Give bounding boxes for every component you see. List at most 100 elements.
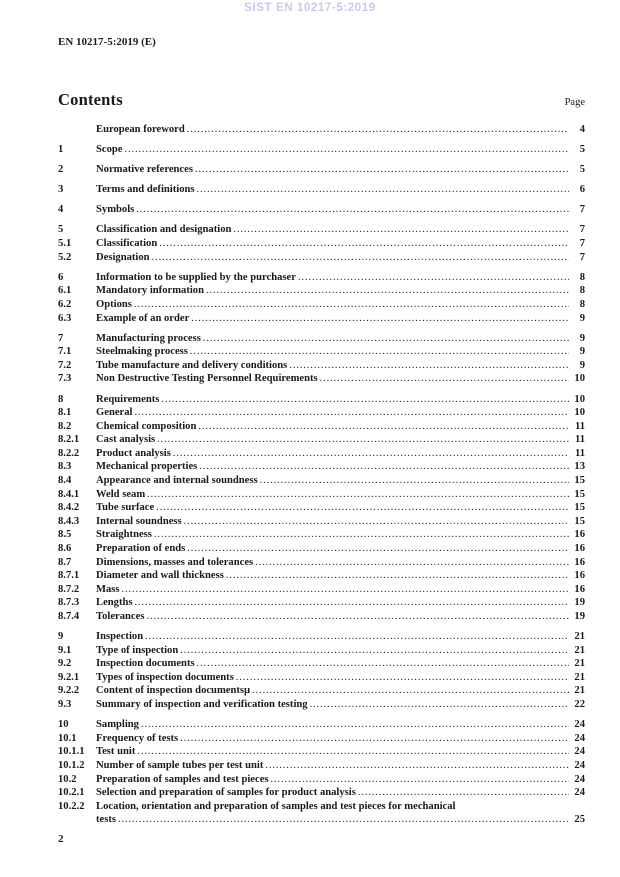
contents-header: Contents Page bbox=[58, 90, 585, 110]
toc-entry-page: 15 bbox=[574, 488, 585, 500]
toc-entry-title: Product analysis bbox=[96, 447, 171, 459]
toc-entry-page: 7 bbox=[579, 224, 585, 236]
toc-row: 8.2 Chemical composition 11 bbox=[58, 420, 585, 434]
toc-entry-number: 8.2 bbox=[58, 420, 72, 432]
toc-entry-title: Classification and designation bbox=[96, 224, 232, 236]
toc-row: 10.2 Preparation of samples and test piec… bbox=[58, 773, 585, 787]
toc-dot-leader bbox=[198, 420, 569, 434]
toc-entry-title: Mandatory information bbox=[96, 285, 204, 297]
toc-entry-number: 10.2.2 bbox=[58, 800, 85, 812]
toc-entry-title: Designation bbox=[96, 251, 150, 263]
toc-entry-page: 16 bbox=[574, 556, 585, 568]
toc-entry-page: 16 bbox=[574, 529, 585, 541]
toc-row: 8.2.2 Product analysis 11 bbox=[58, 447, 585, 461]
table-of-contents: European foreword 4 1 Scope 5 2 Normative refe… bbox=[58, 123, 585, 827]
toc-entry-page: 15 bbox=[574, 502, 585, 514]
toc-entry-title: Inspection documents bbox=[96, 658, 195, 670]
toc-entry-title: Diameter and wall thickness bbox=[96, 570, 224, 582]
toc-row: 8.7.2 Mass 16 bbox=[58, 583, 585, 597]
toc-row: 10.1.1 Test unit 24 bbox=[58, 745, 585, 759]
toc-entry-title: Straightness bbox=[96, 529, 152, 541]
toc-row: 5.2 Designation 7 bbox=[58, 251, 585, 265]
toc-entry-page: 16 bbox=[574, 583, 585, 595]
toc-dot-leader bbox=[146, 610, 569, 624]
toc-row: tests 25 bbox=[58, 813, 585, 827]
toc-entry-page: 19 bbox=[574, 611, 585, 622]
document-reference: EN 10217-5:2019 (E) bbox=[58, 36, 156, 48]
toc-entry-number: 6 bbox=[58, 271, 64, 283]
toc-dot-leader bbox=[137, 745, 569, 759]
toc-entry-page: 5 bbox=[579, 164, 585, 176]
toc-entry-title: Content of inspection documentsµ bbox=[96, 685, 251, 697]
toc-entry-title: Preparation of samples and test pieces bbox=[96, 773, 269, 785]
toc-row: 9.3 Summary of inspection and verificatio… bbox=[58, 698, 585, 712]
footer-page-number: 2 bbox=[58, 832, 64, 845]
toc-row: 8.4.2 Tube surface 15 bbox=[58, 501, 585, 515]
toc-entry-title: Tolerances bbox=[96, 611, 145, 622]
toc-row: 9.1 Type of inspection 21 bbox=[58, 644, 585, 658]
toc-entry-page: 11 bbox=[574, 434, 585, 446]
toc-entry-title: European foreword bbox=[96, 124, 185, 135]
toc-row: 3 Terms and definitions 6 bbox=[58, 183, 585, 197]
toc-dot-leader bbox=[358, 786, 569, 800]
toc-dot-leader bbox=[203, 332, 569, 346]
toc-dot-leader bbox=[191, 312, 569, 326]
toc-row: 8.1 General 10 bbox=[58, 406, 585, 420]
toc-entry-page: 24 bbox=[574, 787, 585, 799]
toc-entry-page: 5 bbox=[579, 144, 585, 156]
toc-row: 9.2.1 Types of inspection documents 21 bbox=[58, 671, 585, 685]
toc-entry-number: 9.3 bbox=[58, 699, 72, 711]
toc-entry-title: Internal soundness bbox=[96, 515, 182, 527]
toc-row: 2 Normative references 5 bbox=[58, 163, 585, 177]
toc-entry-page: 16 bbox=[574, 543, 585, 555]
contents-title: Contents bbox=[58, 90, 123, 109]
toc-entry-title: Classification bbox=[96, 238, 158, 250]
toc-row: 10.1 Frequency of tests 24 bbox=[58, 732, 585, 746]
toc-entry-number: 8.4 bbox=[58, 475, 72, 487]
toc-dot-leader bbox=[161, 393, 569, 407]
toc-entry-page: 9 bbox=[579, 359, 585, 371]
toc-row: 8.4.1 Weld seam 15 bbox=[58, 488, 585, 502]
toc-row: 10.1.2 Number of sample tubes per test un… bbox=[58, 759, 585, 773]
toc-entry-number: 9.2.2 bbox=[58, 685, 80, 697]
toc-entry-page: 8 bbox=[579, 271, 585, 283]
toc-dot-leader bbox=[190, 345, 569, 359]
toc-entry-title: Dimensions, masses and tolerances bbox=[96, 556, 254, 568]
toc-entry-number: 8.7 bbox=[58, 556, 72, 568]
toc-row: 5.1 Classification 7 bbox=[58, 237, 585, 251]
toc-dot-leader bbox=[255, 556, 569, 570]
toc-entry-page: 15 bbox=[574, 515, 585, 527]
toc-entry-page: 21 bbox=[574, 671, 585, 683]
toc-entry-page: 15 bbox=[574, 475, 585, 487]
toc-entry-title: Manufacturing process bbox=[96, 332, 201, 344]
toc-entry-number: 10.1.1 bbox=[58, 746, 85, 758]
toc-entry-title: Types of inspection documents bbox=[96, 671, 234, 683]
toc-row: 9.2.2 Content of inspection documentsµ 21 bbox=[58, 684, 585, 698]
toc-row: 8.7.4 Tolerances 19 bbox=[58, 610, 585, 624]
toc-row: 6.2 Options 8 bbox=[58, 298, 585, 312]
toc-dot-leader bbox=[159, 237, 569, 251]
toc-group: 8 Requirements 10 8.1 General 10 8.2 Chemical c… bbox=[58, 393, 585, 624]
toc-dot-leader bbox=[260, 474, 569, 488]
toc-entry-page: 24 bbox=[574, 719, 585, 731]
toc-dot-leader bbox=[134, 406, 569, 420]
toc-entry-number: 7 bbox=[58, 332, 64, 344]
toc-row: 8.4.3 Internal soundness 15 bbox=[58, 515, 585, 529]
toc-entry-page: 10 bbox=[574, 393, 585, 405]
toc-group: 5 Classification and designation 7 5.1 Class… bbox=[58, 223, 585, 264]
toc-entry-page: 7 bbox=[579, 251, 585, 263]
toc-entry-number: 8.7.1 bbox=[58, 570, 80, 582]
toc-entry-page: 7 bbox=[579, 238, 585, 250]
toc-dot-leader bbox=[141, 718, 569, 732]
toc-dot-leader bbox=[136, 203, 569, 217]
toc-entry-number: 6.2 bbox=[58, 298, 72, 310]
toc-entry-number: 8.2.2 bbox=[58, 447, 80, 459]
toc-entry-number: 5 bbox=[58, 224, 64, 236]
toc-entry-title: Non Destructive Testing Personnel Requir… bbox=[96, 373, 318, 385]
toc-dot-leader bbox=[265, 759, 569, 773]
toc-entry-title: Type of inspection bbox=[96, 644, 179, 656]
toc-dot-leader bbox=[118, 813, 569, 827]
toc-dot-leader bbox=[187, 542, 569, 556]
toc-entry-title: General bbox=[96, 407, 133, 419]
